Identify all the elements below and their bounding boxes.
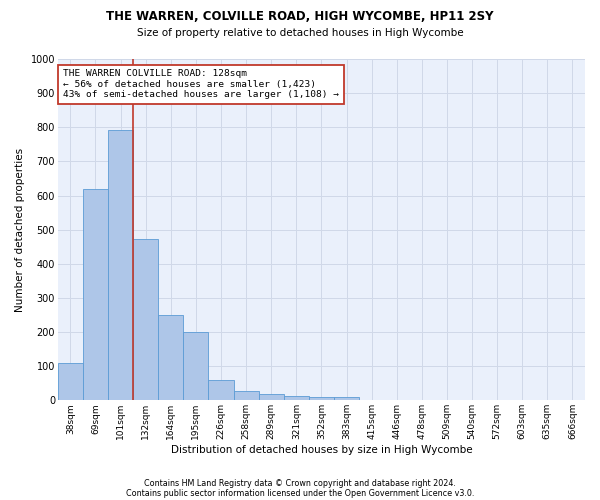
Y-axis label: Number of detached properties: Number of detached properties: [15, 148, 25, 312]
Text: THE WARREN COLVILLE ROAD: 128sqm
← 56% of detached houses are smaller (1,423)
43: THE WARREN COLVILLE ROAD: 128sqm ← 56% o…: [63, 69, 339, 99]
Bar: [208, 380, 233, 400]
Bar: [309, 397, 334, 400]
Bar: [184, 332, 208, 400]
Bar: [259, 394, 284, 400]
Text: Contains HM Land Registry data © Crown copyright and database right 2024.: Contains HM Land Registry data © Crown c…: [144, 478, 456, 488]
Bar: [108, 130, 133, 400]
Bar: [158, 315, 184, 400]
Bar: [133, 239, 158, 400]
Text: Size of property relative to detached houses in High Wycombe: Size of property relative to detached ho…: [137, 28, 463, 38]
Bar: [83, 188, 108, 400]
Text: Contains public sector information licensed under the Open Government Licence v3: Contains public sector information licen…: [126, 488, 474, 498]
Bar: [233, 391, 259, 400]
Bar: [284, 396, 309, 400]
Text: THE WARREN, COLVILLE ROAD, HIGH WYCOMBE, HP11 2SY: THE WARREN, COLVILLE ROAD, HIGH WYCOMBE,…: [106, 10, 494, 23]
Bar: [334, 397, 359, 400]
X-axis label: Distribution of detached houses by size in High Wycombe: Distribution of detached houses by size …: [170, 445, 472, 455]
Bar: [58, 362, 83, 401]
